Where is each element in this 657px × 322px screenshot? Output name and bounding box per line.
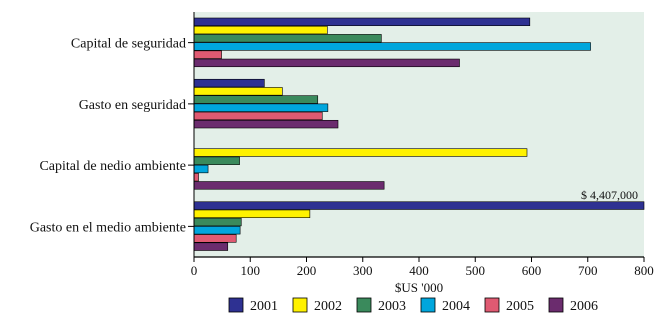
bar-2001-1	[193, 17, 531, 27]
legend-swatch-2004	[420, 297, 436, 313]
axes-layer	[188, 12, 645, 262]
legend-swatch-2002	[292, 297, 308, 313]
legend-label-2002: 2002	[314, 299, 342, 314]
category-label: Capital de nedio ambiente	[39, 159, 186, 174]
x-tick-label: 100	[241, 263, 261, 278]
bar-2005-1	[193, 50, 222, 59]
legend-swatch-2003	[356, 297, 372, 313]
bar-2006-2	[193, 119, 339, 129]
bar-2001-2	[193, 78, 265, 88]
bar-2002-4	[193, 209, 311, 218]
x-tick-label: 800	[634, 263, 654, 278]
legend-label-2004: 2004	[442, 299, 470, 314]
bar-2003-4	[193, 217, 242, 227]
bar-2004-1	[193, 42, 591, 51]
bar-2006-4	[193, 242, 229, 251]
bar-2001-4	[193, 201, 645, 210]
x-tick-label: 0	[191, 263, 198, 278]
bar-2002-2	[193, 87, 283, 96]
bar-2002-3	[193, 148, 528, 157]
x-tick-label: 400	[409, 263, 429, 278]
bar-2002-1	[193, 25, 328, 35]
x-tick-label: 600	[522, 263, 542, 278]
legend-label-2003: 2003	[378, 299, 406, 314]
bar-2003-2	[193, 95, 319, 104]
x-tick-label: 500	[466, 263, 486, 278]
bar-2005-3	[193, 173, 199, 182]
legend-swatch-2006	[548, 297, 564, 313]
bar-2005-4	[193, 234, 237, 243]
category-label: Capital de seguridad	[71, 37, 186, 52]
legend-swatch-2005	[484, 297, 500, 313]
x-axis-label: $US '000	[395, 280, 443, 295]
legend: 2001 2002 2003 2004 2005 2006	[228, 297, 598, 314]
x-tick-label: 200	[297, 263, 317, 278]
labels-layer: Capital de seguridad Gasto en seguridad Ca…	[30, 37, 654, 295]
x-tick-label: 700	[578, 263, 598, 278]
bar-2006-1	[193, 58, 460, 68]
category-label: Gasto en el medio ambiente	[30, 220, 186, 235]
legend-label-2001: 2001	[250, 299, 278, 314]
legend-label-2005: 2005	[506, 299, 534, 314]
bar-2003-1	[193, 34, 382, 43]
bar-2003-3	[193, 156, 240, 165]
bar-2004-2	[193, 103, 329, 112]
bars-layer	[193, 17, 645, 251]
bar-2004-3	[193, 164, 209, 174]
bar-2005-2	[193, 111, 323, 121]
bar-2006-3	[193, 181, 385, 190]
legend-swatch-2001	[228, 297, 244, 313]
bar-2004-4	[193, 226, 241, 235]
category-label: Gasto en seguridad	[79, 98, 186, 113]
bar-annotation: $ 4,407,000	[581, 188, 638, 202]
x-tick-label: 300	[353, 263, 373, 278]
legend-label-2006: 2006	[570, 299, 598, 314]
